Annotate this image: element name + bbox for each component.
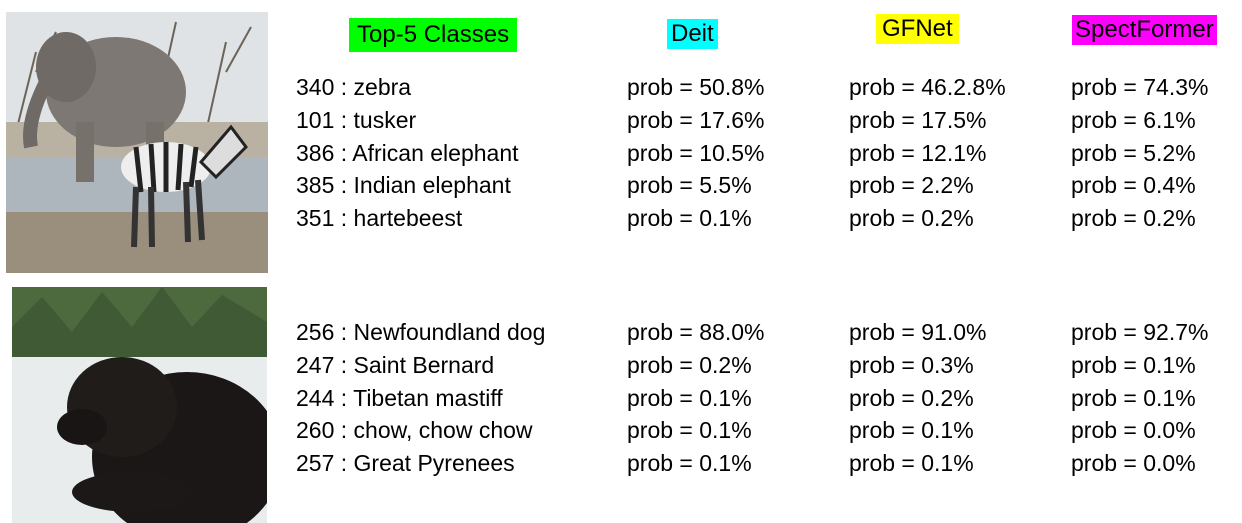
spectformer-prob: prob = 0.1% bbox=[1071, 351, 1196, 378]
gfnet-prob: prob = 0.1% bbox=[849, 450, 974, 477]
deit-prob: prob = 17.6% bbox=[627, 106, 765, 133]
class-label: 244 : Tibetan mastiff bbox=[296, 384, 503, 411]
class-label: 385 : Indian elephant bbox=[296, 172, 511, 199]
gfnet-prob: prob = 17.5% bbox=[849, 106, 987, 133]
class-label: 340 : zebra bbox=[296, 74, 412, 100]
gfnet-prob: prob = 0.2% bbox=[849, 205, 974, 232]
class-label: 386 : African elephant bbox=[296, 139, 519, 166]
gfnet-prob: prob = 0.1% bbox=[849, 417, 974, 444]
gfnet-prob: prob = 0.2% bbox=[849, 384, 974, 411]
spectformer-prob: prob = 74.3% bbox=[1071, 74, 1209, 100]
classes-header: Top-5 Classes bbox=[349, 18, 518, 52]
elephant-zebra-image bbox=[6, 12, 268, 273]
spectformer-header: SpectFormer bbox=[1072, 15, 1217, 45]
deit-prob: prob = 0.1% bbox=[627, 450, 752, 477]
class-label: 101 : tusker bbox=[296, 106, 417, 133]
deit-prob: prob = 88.0% bbox=[627, 319, 765, 345]
deit-prob: prob = 0.2% bbox=[627, 351, 752, 378]
deit-prob: prob = 5.5% bbox=[627, 172, 752, 199]
class-label: 257 : Great Pyrenees bbox=[296, 450, 515, 477]
gfnet-prob: prob = 12.1% bbox=[849, 139, 987, 166]
deit-prob: prob = 50.8% bbox=[627, 74, 765, 100]
spectformer-prob: prob = 0.2% bbox=[1071, 205, 1196, 232]
spectformer-prob: prob = 6.1% bbox=[1071, 106, 1196, 133]
gfnet-prob: prob = 91.0% bbox=[849, 319, 987, 345]
deit-prob: prob = 0.1% bbox=[627, 384, 752, 411]
gfnet-header: GFNet bbox=[876, 14, 959, 44]
spectformer-prob: prob = 5.2% bbox=[1071, 139, 1196, 166]
spectformer-prob: prob = 0.0% bbox=[1071, 450, 1196, 477]
class-label: 260 : chow, chow chow bbox=[296, 417, 533, 444]
gfnet-prob: prob = 2.2% bbox=[849, 172, 974, 199]
gfnet-prob: prob = 0.3% bbox=[849, 351, 974, 378]
deit-header: Deit bbox=[667, 19, 718, 49]
class-label: 351 : hartebeest bbox=[296, 205, 463, 232]
spectformer-prob: prob = 0.1% bbox=[1071, 384, 1196, 411]
spectformer-prob: prob = 0.0% bbox=[1071, 417, 1196, 444]
spectformer-prob: prob = 92.7% bbox=[1071, 319, 1209, 345]
spectformer-prob: prob = 0.4% bbox=[1071, 172, 1196, 199]
class-label: 247 : Saint Bernard bbox=[296, 351, 495, 378]
dog-image bbox=[12, 287, 267, 523]
deit-prob: prob = 10.5% bbox=[627, 139, 765, 166]
deit-prob: prob = 0.1% bbox=[627, 205, 752, 232]
deit-prob: prob = 0.1% bbox=[627, 417, 752, 444]
class-label: 256 : Newfoundland dog bbox=[296, 319, 546, 345]
gfnet-prob: prob = 46.2.8% bbox=[849, 74, 1006, 100]
